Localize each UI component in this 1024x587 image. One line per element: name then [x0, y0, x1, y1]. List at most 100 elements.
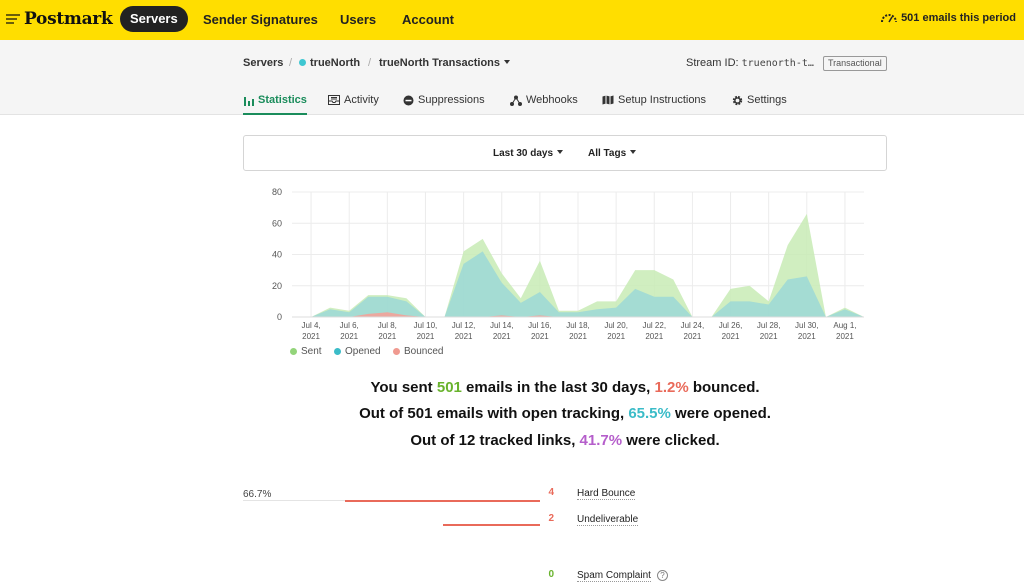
bounce-max-percent: 66.7%: [243, 489, 272, 500]
x-tick-label: Jul 12,: [452, 321, 476, 330]
stream-id-value: truenorth-t…: [741, 58, 814, 69]
breadcrumb-separator: /: [368, 57, 372, 69]
usage-period[interactable]: 501 emails this period: [881, 12, 1016, 24]
breadcrumb-server[interactable]: trueNorth: [299, 57, 360, 69]
tab-suppressions[interactable]: Suppressions: [403, 93, 485, 107]
usage-period-text: 501 emails this period: [901, 12, 1016, 24]
gauge-icon: [881, 14, 898, 23]
summary-text: were opened.: [670, 405, 771, 422]
date-range-dropdown[interactable]: Last 30 days: [493, 148, 564, 159]
x-tick-label: 2021: [798, 332, 816, 341]
x-tick-label: Jul 24,: [681, 321, 705, 330]
summary-sent: You sent 501 emails in the last 30 days,…: [243, 379, 887, 396]
summary-opened: Out of 501 emails with open tracking, 65…: [243, 405, 887, 422]
spam-complaint-link[interactable]: Spam Complaint: [577, 570, 651, 582]
stream-id[interactable]: Stream ID: truenorth-t…: [686, 57, 814, 69]
x-tick-label: 2021: [378, 332, 396, 341]
chevron-down-icon: [504, 60, 511, 64]
hard-bounce-count: 4: [548, 487, 554, 498]
x-tick-label: Jul 18,: [566, 321, 590, 330]
x-tick-label: 2021: [607, 332, 625, 341]
chevron-down-icon: [557, 150, 564, 154]
tab-settings-label: Settings: [747, 94, 787, 106]
webhook-icon: [510, 95, 522, 106]
map-icon: [602, 95, 614, 105]
date-range-label: Last 30 days: [493, 148, 554, 159]
inbox-icon: [328, 95, 340, 105]
filter-bar: [243, 135, 887, 171]
x-tick-label: 2021: [760, 332, 778, 341]
x-tick-label: Jul 10,: [414, 321, 438, 330]
nav-users[interactable]: Users: [340, 12, 377, 27]
top-navigation-bar: Postmark Servers Sender Signatures Users…: [0, 0, 1024, 40]
x-tick-label: 2021: [340, 332, 358, 341]
tab-setup-instructions-label: Setup Instructions: [618, 94, 707, 106]
summary-clicked: Out of 12 tracked links, 41.7% were clic…: [243, 432, 887, 449]
legend-opened-label: Opened: [345, 346, 381, 357]
spam-complaint-row[interactable]: Spam Complaint?: [577, 570, 668, 582]
sent-count: 501: [436, 379, 462, 396]
bar-chart-icon: [244, 96, 254, 106]
y-tick-label: 80: [272, 187, 282, 197]
legend-opened[interactable]: Opened: [334, 346, 381, 357]
active-tab-indicator: [243, 113, 307, 115]
nav-account[interactable]: Account: [402, 12, 454, 27]
x-tick-label: Jul 22,: [642, 321, 666, 330]
x-tick-label: 2021: [493, 332, 511, 341]
x-tick-label: 2021: [417, 332, 435, 341]
legend-sent-label: Sent: [301, 346, 322, 357]
breadcrumb-servers[interactable]: Servers: [243, 57, 284, 69]
legend-sent-swatch: [290, 348, 297, 355]
stream-type-badge: Transactional: [823, 56, 887, 71]
legend-bounced-label: Bounced: [404, 346, 444, 357]
tab-statistics-label: Statistics: [258, 94, 307, 106]
legend-bounced[interactable]: Bounced: [393, 346, 443, 357]
breadcrumb-server-label: trueNorth: [310, 57, 361, 69]
brand-name: Postmark: [24, 9, 113, 29]
x-tick-label: Aug 1,: [833, 321, 856, 330]
open-rate: 65.5%: [628, 405, 671, 422]
undeliverable-bar: [442, 524, 540, 526]
tab-setup-instructions[interactable]: Setup Instructions: [602, 93, 706, 107]
breadcrumb-stream-dropdown[interactable]: trueNorth Transactions: [379, 57, 511, 69]
y-tick-label: 0: [277, 312, 282, 322]
tab-statistics[interactable]: Statistics: [243, 93, 307, 107]
postmark-logo[interactable]: Postmark: [6, 8, 113, 30]
summary-text: Out of 12 tracked links,: [410, 432, 580, 449]
bounce-rate: 1.2%: [654, 379, 689, 396]
undeliverable-link[interactable]: Undeliverable: [577, 514, 639, 526]
x-tick-label: 2021: [531, 332, 549, 341]
x-tick-label: Jul 30,: [795, 321, 819, 330]
x-tick-label: Jul 6,: [340, 321, 359, 330]
x-tick-label: 2021: [645, 332, 663, 341]
tags-label: All Tags: [588, 148, 627, 159]
tab-activity-label: Activity: [344, 94, 379, 106]
x-tick-label: 2021: [302, 332, 320, 341]
x-tick-label: Jul 4,: [302, 321, 321, 330]
nav-servers[interactable]: Servers: [120, 6, 188, 32]
breadcrumb-stream-label: trueNorth Transactions: [379, 57, 501, 69]
postmark-logo-icon: [6, 14, 20, 24]
x-tick-label: 2021: [836, 332, 854, 341]
x-tick-label: 2021: [684, 332, 702, 341]
summary-text: bounced.: [688, 379, 760, 396]
spam-complaint-count: 0: [548, 569, 554, 580]
hard-bounce-link[interactable]: Hard Bounce: [577, 488, 636, 500]
tab-webhooks[interactable]: Webhooks: [510, 93, 578, 107]
tab-suppressions-label: Suppressions: [418, 94, 485, 106]
nav-sender-signatures[interactable]: Sender Signatures: [203, 12, 318, 27]
y-tick-label: 40: [272, 250, 282, 260]
tab-activity[interactable]: Activity: [328, 93, 379, 107]
tags-dropdown[interactable]: All Tags: [588, 148, 637, 159]
x-tick-label: 2021: [569, 332, 587, 341]
tab-settings[interactable]: Settings: [732, 93, 787, 107]
breadcrumb-separator: /: [289, 57, 293, 69]
x-tick-label: Jul 14,: [490, 321, 514, 330]
help-icon[interactable]: ?: [656, 570, 668, 581]
legend-sent[interactable]: Sent: [290, 346, 322, 357]
hard-bounce-bar: [345, 500, 540, 502]
chevron-down-icon: [630, 150, 637, 154]
y-tick-label: 60: [272, 218, 282, 228]
x-tick-label: Jul 8,: [378, 321, 397, 330]
